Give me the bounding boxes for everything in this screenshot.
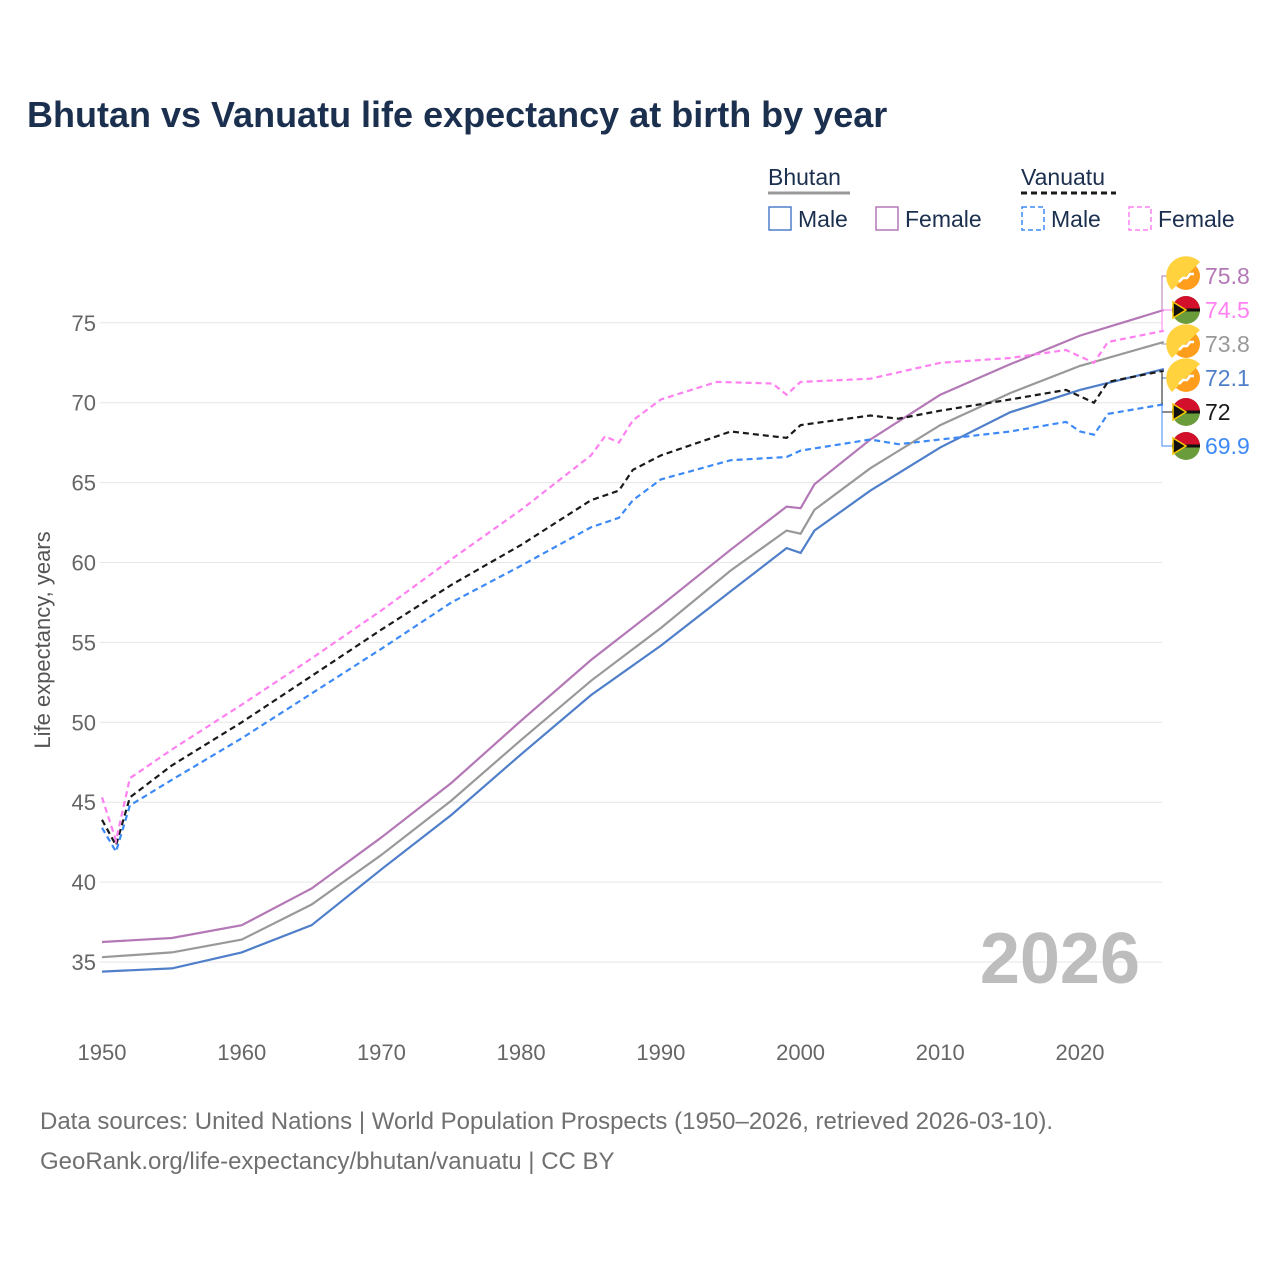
end-label-vanuatu-male: 69.9 [1161,404,1250,460]
x-tick-label: 1990 [636,1040,685,1065]
svg-text:73.8: 73.8 [1205,331,1250,357]
x-tick-label: 1980 [497,1040,546,1065]
legend: Bhutan Male Female Vanuatu Male Female [768,164,1235,232]
y-tick-label: 50 [72,710,96,735]
x-tick-label: 2020 [1056,1040,1105,1065]
x-tick-label: 1950 [78,1040,127,1065]
footer-sources: Data sources: United Nations | World Pop… [40,1108,1054,1135]
svg-text:72: 72 [1205,399,1231,425]
y-tick-label: 40 [72,870,96,895]
legend-swatch [1128,206,1152,231]
y-tick-label: 55 [72,630,96,655]
series-line-vanuatu-male [101,403,1164,855]
x-tick-label: 1970 [357,1040,406,1065]
svg-text:74.5: 74.5 [1205,297,1250,323]
y-tick-label: 70 [72,391,96,416]
legend-swatch [1021,206,1045,231]
end-label-vanuatu-female: 74.5 [1161,296,1250,331]
legend-item-vanuatu-male[interactable]: Male [1051,206,1101,232]
x-tick-label: 2000 [776,1040,825,1065]
svg-text:75.8: 75.8 [1205,263,1250,289]
x-tick-label: 2010 [916,1040,965,1065]
end-label-bhutan-male: 72.1 [1161,358,1250,392]
series-line-vanuatu-female [100,329,1165,845]
legend-group-bhutan: Bhutan [768,164,841,190]
y-tick-label: 35 [72,950,96,975]
svg-text:69.9: 69.9 [1205,433,1250,459]
end-label-vanuatu-total: 72 [1161,370,1231,426]
chart-title: Bhutan vs Vanuatu life expectancy at bir… [27,94,888,135]
legend-swatch [875,206,899,231]
legend-item-bhutan-female[interactable]: Female [905,206,982,232]
legend-item-vanuatu-female[interactable]: Female [1158,206,1235,232]
series-line-vanuatu-total [101,369,1165,849]
year-watermark: 2026 [980,919,1140,999]
series-line-bhutan-male [101,368,1165,973]
end-label-bhutan-female: 75.8 [1161,256,1250,310]
y-tick-label: 75 [72,311,96,336]
svg-text:72.1: 72.1 [1205,365,1250,391]
footer-link[interactable]: GeoRank.org/life-expectancy/bhutan/vanua… [40,1148,615,1175]
legend-group-vanuatu: Vanuatu [1021,164,1105,190]
y-axis-label: Life expectancy, years [30,531,55,748]
x-tick-label: 1960 [217,1040,266,1065]
y-tick-label: 45 [72,790,96,815]
series-line-bhutan-female [101,308,1165,944]
legend-item-bhutan-male[interactable]: Male [798,206,848,232]
legend-swatch [768,206,792,231]
y-tick-label: 65 [72,471,96,496]
end-label-bhutan-total: 73.8 [1161,324,1250,358]
series-line-bhutan-total [101,340,1165,959]
y-tick-label: 60 [72,551,96,576]
